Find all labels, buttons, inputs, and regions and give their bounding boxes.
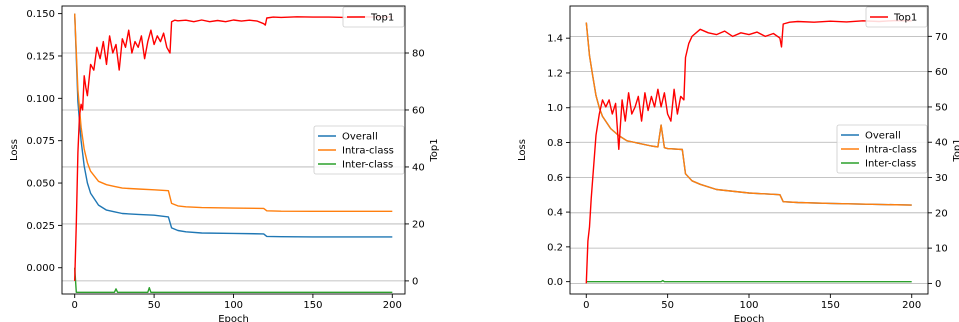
y-tick-label: 0.050: [26, 179, 55, 190]
y2-tick-label: 0: [935, 279, 941, 290]
y-tick-label: 1.0: [547, 103, 563, 114]
x-tick-label: 50: [148, 300, 161, 311]
y2-tick-label: 40: [935, 138, 948, 149]
legend-box: [836, 124, 928, 174]
series-line-overall: [74, 13, 393, 238]
legend-top1: Top1: [865, 6, 928, 28]
y2-tick-label: 80: [412, 49, 425, 60]
y-tick-label: 0.6: [547, 173, 563, 184]
legend-loss: Overall Intra-class Inter-class: [836, 124, 928, 174]
legend-label: Overall: [342, 132, 378, 143]
legend-top1: Top1: [342, 6, 405, 28]
y2-tick-label: 60: [935, 67, 948, 78]
x-tick-label: 150: [303, 300, 322, 311]
legend-box: [865, 6, 928, 28]
y2-tick-label: 30: [935, 173, 948, 184]
x-axis-label: Epoch: [734, 314, 765, 322]
legend-label: Inter-class: [342, 160, 393, 171]
chart-1: 0 50 100 150 2000.0000.0250.0500.0750.1000.1…: [9, 5, 440, 322]
y2-axis-label: Top1: [952, 138, 959, 162]
legend-label: Top1: [370, 13, 394, 24]
legend-loss: Overall Intra-class Inter-class: [313, 125, 405, 175]
y2-tick-label: 0: [412, 276, 418, 287]
y-tick-label: 0.8: [547, 138, 563, 149]
y2-tick-label: 70: [935, 32, 948, 43]
chart-2: 0 50 100 150 200 0.0 0.2 0.4 0.6 0.8 1.0 1.2 1.4 0 10 2…: [517, 5, 959, 322]
y2-tick-label: 10: [935, 244, 948, 255]
x-tick-label: 50: [661, 300, 674, 311]
legend-label: Intra-class: [865, 145, 917, 156]
y2-tick-label: 50: [935, 102, 948, 113]
y2-axis-label: Top1: [429, 138, 440, 162]
y-tick-label: 1.2: [547, 68, 563, 79]
series-line-intra-class: [74, 13, 393, 213]
y-tick-label: 0.0: [547, 277, 563, 288]
y-axis-label: Loss: [517, 139, 528, 161]
y2-tick-label: 20: [935, 208, 948, 219]
y-tick-label: 0.150: [26, 9, 55, 20]
legend-box: [313, 125, 405, 175]
y-tick-label: 0.075: [26, 136, 55, 147]
y-axis-label: Loss: [9, 139, 20, 161]
x-tick-label: 150: [821, 300, 840, 311]
x-tick-label: 100: [739, 300, 758, 311]
y-tick-label: 1.4: [547, 34, 563, 45]
y-tick-label: 0.2: [547, 242, 563, 253]
x-tick-label: 100: [224, 300, 243, 311]
x-axis-label: Epoch: [218, 314, 249, 322]
y-tick-label: 0.125: [26, 51, 55, 62]
y2-tick-label: 20: [412, 219, 425, 230]
x-tick-label: 0: [72, 300, 78, 311]
legend-label: Inter-class: [865, 159, 916, 170]
legend-box: [342, 6, 405, 28]
y2-tick-label: 60: [412, 105, 425, 116]
legend-label: Overall: [865, 131, 901, 142]
x-tick-label: 0: [583, 300, 589, 311]
y-tick-label: 0.100: [26, 94, 55, 105]
x-tick-label: 200: [383, 300, 402, 311]
series-line-inter-class: [586, 279, 912, 283]
y-tick-label: 0.4: [547, 208, 563, 219]
series-line-inter-class: [74, 267, 393, 293]
x-tick-label: 200: [902, 300, 921, 311]
series-line-top1: [74, 16, 393, 281]
series-line-top1: [585, 19, 912, 284]
y2-tick-label: 40: [412, 162, 425, 173]
legend-label: Intra-class: [342, 146, 394, 157]
y-tick-label: 0.025: [26, 221, 55, 232]
legend-label: Top1: [893, 13, 917, 24]
y-tick-label: 0.000: [26, 263, 55, 274]
